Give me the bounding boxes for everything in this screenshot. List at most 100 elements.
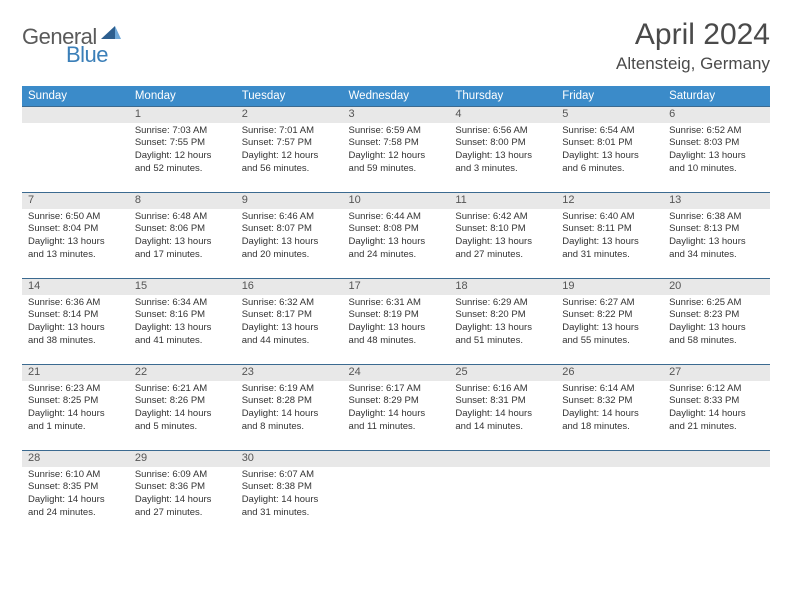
day-info-line: Sunrise: 7:01 AM (242, 125, 337, 138)
day-cell: Sunrise: 6:34 AMSunset: 8:16 PMDaylight:… (129, 295, 236, 365)
day-content-row: Sunrise: 6:23 AMSunset: 8:25 PMDaylight:… (22, 381, 770, 451)
brand-logo: General Blue (22, 18, 123, 50)
day-info-line: Sunrise: 6:36 AM (28, 297, 123, 310)
day-info-line: Daylight: 14 hours (135, 408, 230, 421)
day-info-line: Daylight: 13 hours (135, 236, 230, 249)
day-cell: Sunrise: 6:12 AMSunset: 8:33 PMDaylight:… (663, 381, 770, 451)
day-info-line: Sunset: 8:14 PM (28, 309, 123, 322)
day-number-row: 282930 (22, 451, 770, 467)
day-number: 29 (129, 451, 236, 467)
title-block: April 2024 Altensteig, Germany (616, 18, 770, 74)
day-info-line: Sunrise: 6:07 AM (242, 469, 337, 482)
day-number: 14 (22, 279, 129, 295)
day-info-line: Sunrise: 6:52 AM (669, 125, 764, 138)
day-cell: Sunrise: 6:17 AMSunset: 8:29 PMDaylight:… (343, 381, 450, 451)
day-info-line: and 38 minutes. (28, 335, 123, 348)
day-info-line: and 17 minutes. (135, 249, 230, 262)
day-info-line: Sunset: 8:01 PM (562, 137, 657, 150)
day-info-line: Sunrise: 6:31 AM (349, 297, 444, 310)
day-info-line: Sunrise: 6:48 AM (135, 211, 230, 224)
day-number: 21 (22, 365, 129, 381)
day-info-line: Sunset: 8:38 PM (242, 481, 337, 494)
day-cell: Sunrise: 6:25 AMSunset: 8:23 PMDaylight:… (663, 295, 770, 365)
day-info-line: Daylight: 14 hours (242, 408, 337, 421)
day-cell: Sunrise: 6:52 AMSunset: 8:03 PMDaylight:… (663, 123, 770, 193)
day-info-line: Daylight: 14 hours (562, 408, 657, 421)
day-cell: Sunrise: 6:50 AMSunset: 8:04 PMDaylight:… (22, 209, 129, 279)
weekday-header: Friday (556, 86, 663, 107)
day-info-line: Sunset: 8:16 PM (135, 309, 230, 322)
day-info-line: Sunrise: 6:59 AM (349, 125, 444, 138)
day-info-line: Daylight: 13 hours (669, 322, 764, 335)
day-info-line: and 14 minutes. (455, 421, 550, 434)
day-info-line: Sunrise: 6:25 AM (669, 297, 764, 310)
day-info-line: Sunrise: 6:42 AM (455, 211, 550, 224)
day-cell (343, 467, 450, 537)
day-cell: Sunrise: 6:36 AMSunset: 8:14 PMDaylight:… (22, 295, 129, 365)
day-info-line: and 55 minutes. (562, 335, 657, 348)
day-info-line: Sunset: 8:31 PM (455, 395, 550, 408)
day-content-row: Sunrise: 6:50 AMSunset: 8:04 PM Daylight:… (22, 209, 770, 279)
day-number (449, 451, 556, 467)
day-number: 7 (22, 193, 129, 209)
day-info-line: Sunset: 8:06 PM (135, 223, 230, 236)
day-cell: Sunrise: 6:54 AMSunset: 8:01 PMDaylight:… (556, 123, 663, 193)
day-number: 12 (556, 193, 663, 209)
day-info-line: and 11 minutes. (349, 421, 444, 434)
day-info-line: and 10 minutes. (669, 163, 764, 176)
day-info-line: and 52 minutes. (135, 163, 230, 176)
day-info-line: Sunrise: 6:50 AM (28, 211, 123, 224)
day-number: 18 (449, 279, 556, 295)
day-info-line: Sunset: 8:25 PM (28, 395, 123, 408)
day-info-line: Sunset: 8:22 PM (562, 309, 657, 322)
day-info-line: Daylight: 14 hours (135, 494, 230, 507)
day-cell (663, 467, 770, 537)
day-info-line: Daylight: 13 hours (562, 236, 657, 249)
day-number: 1 (129, 107, 236, 123)
day-info-line: Sunrise: 6:54 AM (562, 125, 657, 138)
day-cell: Sunrise: 6:27 AMSunset: 8:22 PMDaylight:… (556, 295, 663, 365)
day-info-line: Sunset: 8:08 PM (349, 223, 444, 236)
day-cell: Sunrise: 6:10 AMSunset: 8:35 PMDaylight:… (22, 467, 129, 537)
day-info-line: Daylight: 13 hours (349, 236, 444, 249)
day-content-row: Sunrise: 6:10 AMSunset: 8:35 PMDaylight:… (22, 467, 770, 537)
day-cell: Sunrise: 6:29 AMSunset: 8:20 PMDaylight:… (449, 295, 556, 365)
day-info-line: and 13 minutes. (28, 249, 123, 262)
day-number: 22 (129, 365, 236, 381)
day-number: 25 (449, 365, 556, 381)
day-info-line: and 48 minutes. (349, 335, 444, 348)
day-info-line: Sunset: 8:29 PM (349, 395, 444, 408)
day-number: 16 (236, 279, 343, 295)
day-number: 27 (663, 365, 770, 381)
day-number (22, 107, 129, 123)
day-info-line: and 41 minutes. (135, 335, 230, 348)
day-info-line: Sunrise: 6:27 AM (562, 297, 657, 310)
day-cell (449, 467, 556, 537)
day-info-line: Sunset: 8:33 PM (669, 395, 764, 408)
day-info-line: Sunrise: 6:38 AM (669, 211, 764, 224)
day-info-line: and 51 minutes. (455, 335, 550, 348)
day-info-line: and 6 minutes. (562, 163, 657, 176)
day-content-row: Sunrise: 6:36 AMSunset: 8:14 PM Daylight:… (22, 295, 770, 365)
day-number: 19 (556, 279, 663, 295)
day-cell: Sunrise: 6:38 AMSunset: 8:13 PMDaylight:… (663, 209, 770, 279)
day-number-row: 123456 (22, 107, 770, 123)
day-info-line: Sunset: 8:04 PM (28, 223, 123, 236)
day-number: 5 (556, 107, 663, 123)
day-info-line: Sunrise: 6:09 AM (135, 469, 230, 482)
day-cell: Sunrise: 6:42 AMSunset: 8:10 PMDaylight:… (449, 209, 556, 279)
day-info-line: Sunrise: 6:29 AM (455, 297, 550, 310)
day-number: 24 (343, 365, 450, 381)
weekday-header: Thursday (449, 86, 556, 107)
day-number (663, 451, 770, 467)
day-info-line: Sunrise: 6:40 AM (562, 211, 657, 224)
day-info-line: and 5 minutes. (135, 421, 230, 434)
day-info-line: Sunset: 8:32 PM (562, 395, 657, 408)
day-number: 13 (663, 193, 770, 209)
day-info-line: Sunrise: 6:16 AM (455, 383, 550, 396)
day-number: 4 (449, 107, 556, 123)
day-info-line: Daylight: 14 hours (28, 408, 123, 421)
day-info-line: Sunset: 8:00 PM (455, 137, 550, 150)
day-number (556, 451, 663, 467)
day-info-line: Sunrise: 6:34 AM (135, 297, 230, 310)
